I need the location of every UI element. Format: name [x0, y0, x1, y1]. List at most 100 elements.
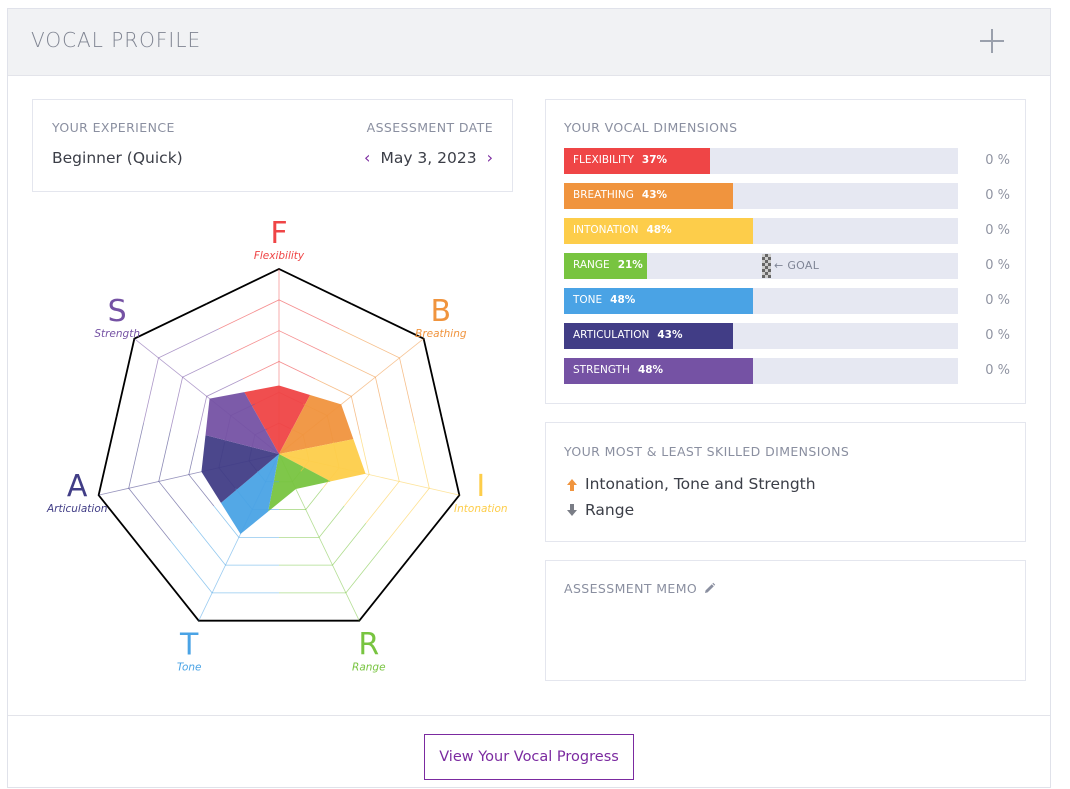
- most-skilled-row: Intonation, Tone and Strength: [567, 475, 816, 493]
- radar-grid-line: [158, 429, 193, 524]
- radar-wedge-articulation: [201, 435, 279, 503]
- skilled-dimensions-card: YOUR MOST & LEAST SKILLED DIMENSIONS Int…: [545, 422, 1026, 542]
- skilled-dimensions-label: YOUR MOST & LEAST SKILLED DIMENSIONS: [564, 444, 850, 459]
- radar-axis-label: Breathing: [415, 328, 467, 340]
- bar-fill: [564, 253, 647, 279]
- arrow-down-icon: [567, 504, 577, 516]
- radar-axis-label: Flexibility: [254, 250, 305, 262]
- radar-axis-letter: A: [67, 469, 88, 504]
- radar-axis-label: Articulation: [46, 503, 107, 515]
- radar-axis-letter: R: [358, 628, 379, 663]
- assessment-date-label: ASSESSMENT DATE: [366, 120, 493, 135]
- bar-label-name: ARTICULATION: [573, 329, 650, 341]
- panel-footer: View Your Vocal Progress: [8, 715, 1050, 789]
- dimension-bar-range: RANGE 21% ← GOAL 0 %: [564, 253, 1010, 279]
- radar-grid-line: [128, 423, 171, 541]
- bar-label-pct: 37%: [641, 154, 668, 166]
- bar-track: BREATHING 43%: [564, 183, 958, 209]
- bar-label: INTONATION 48%: [573, 224, 672, 236]
- dimension-bar-strength: STRENGTH 48% 0 %: [564, 358, 1010, 384]
- vocal-dimensions-card: YOUR VOCAL DIMENSIONS FLEXIBILITY 37% 0 % B…: [545, 99, 1026, 404]
- bar-label-name: INTONATION: [573, 224, 639, 236]
- bar-right-value: 0 %: [985, 363, 1010, 378]
- radar-axis-label: Strength: [94, 328, 140, 340]
- bar-label: ARTICULATION 43%: [573, 329, 682, 341]
- radar-axis-letter: S: [108, 294, 127, 329]
- bar-label-pct: 21%: [617, 259, 643, 271]
- bar-right-value: 0 %: [985, 153, 1010, 168]
- radar-axis-label: Tone: [177, 662, 202, 674]
- bar-label-pct: 43%: [657, 329, 683, 341]
- bar-label-name: TONE: [573, 294, 603, 306]
- bar-label-pct: 48%: [637, 364, 664, 376]
- vocal-profile-panel: VOCAL PROFILE YOUR EXPERIENCE Beginner (…: [7, 8, 1051, 788]
- bar-label: BREATHING 43%: [573, 189, 667, 201]
- radar-wedge-intonation: [279, 439, 366, 482]
- dimension-bar-flexibility: FLEXIBILITY 37% 0 %: [564, 148, 1010, 174]
- radar-spoke: [198, 453, 280, 621]
- radar-axis-letter: B: [431, 294, 452, 329]
- least-skilled-text: Range: [585, 501, 635, 519]
- dimension-bar-breathing: BREATHING 43% 0 %: [564, 183, 1010, 209]
- bar-fill: [564, 288, 754, 314]
- view-progress-button[interactable]: View Your Vocal Progress: [424, 734, 634, 780]
- experience-label: YOUR EXPERIENCE: [52, 120, 175, 135]
- goal-label: ← GOAL: [774, 259, 820, 272]
- bar-label: RANGE 21%: [573, 259, 643, 271]
- bar-right-value: 0 %: [985, 188, 1010, 203]
- panel-title: VOCAL PROFILE: [31, 28, 202, 52]
- radar-wedge-tone: [220, 454, 279, 535]
- bar-track: RANGE 21% ← GOAL: [564, 253, 958, 279]
- bar-fill: [564, 323, 734, 349]
- bar-label: FLEXIBILITY 37%: [573, 154, 667, 166]
- radar-wedge-flexibility: [244, 385, 311, 454]
- panel-header: VOCAL PROFILE: [8, 9, 1050, 76]
- assessment-date-value: May 3, 2023: [380, 149, 477, 167]
- plus-icon[interactable]: [980, 29, 1004, 53]
- least-skilled-row: Range: [567, 501, 634, 519]
- bar-label: TONE 48%: [573, 294, 635, 306]
- bar-label-name: STRENGTH: [573, 364, 630, 376]
- radar-axis-label: Range: [352, 662, 386, 674]
- bar-label-pct: 48%: [610, 294, 636, 306]
- radar-wedge-range: [268, 454, 331, 512]
- dimension-bar-intonation: INTONATION 48% 0 %: [564, 218, 1010, 244]
- bar-fill: [564, 148, 710, 174]
- radar-grid-line: [387, 423, 430, 541]
- radar-spoke: [278, 453, 460, 496]
- goal-flag-icon: [762, 254, 771, 278]
- bar-label-pct: 48%: [646, 224, 672, 236]
- radar-axis-label: Intonation: [454, 503, 508, 515]
- radar-wedge-strength: [205, 392, 279, 454]
- radar-outline: [97, 416, 150, 559]
- radar-axis-letter: I: [476, 469, 485, 504]
- assessment-memo-card[interactable]: ASSESSMENT MEMO: [545, 560, 1026, 681]
- dimension-bar-articulation: ARTICULATION 43% 0 %: [564, 323, 1010, 349]
- chevron-left-icon[interactable]: ‹: [364, 148, 371, 167]
- radar-axis-letter: T: [179, 628, 199, 663]
- bar-right-value: 0 %: [985, 328, 1010, 343]
- bar-fill: [564, 218, 754, 244]
- memo-label: ASSESSMENT MEMO: [564, 581, 698, 596]
- bar-label-name: RANGE: [573, 259, 610, 271]
- chevron-right-icon[interactable]: ›: [486, 148, 493, 167]
- bar-right-value: 0 %: [985, 258, 1010, 273]
- bar-fill: [564, 358, 754, 384]
- bar-track: TONE 48%: [564, 288, 958, 314]
- radar-axis-letter: F: [270, 216, 287, 251]
- radar-spoke: [278, 338, 424, 455]
- bar-track: ARTICULATION 43%: [564, 323, 958, 349]
- memo-label-row: ASSESSMENT MEMO: [564, 581, 716, 596]
- radar-outline: [408, 416, 461, 559]
- arrow-up-icon: [567, 479, 577, 491]
- pencil-icon[interactable]: [703, 582, 716, 595]
- bar-right-value: 0 %: [985, 293, 1010, 308]
- bar-label-name: FLEXIBILITY: [573, 154, 634, 166]
- bar-fill: [564, 183, 734, 209]
- radar-spoke: [98, 453, 280, 496]
- radar-spoke: [278, 453, 360, 621]
- vocal-dimensions-label: YOUR VOCAL DIMENSIONS: [564, 120, 738, 135]
- experience-value: Beginner (Quick): [52, 149, 183, 167]
- bar-right-value: 0 %: [985, 223, 1010, 238]
- experience-card: YOUR EXPERIENCE Beginner (Quick) ASSESSM…: [32, 99, 513, 192]
